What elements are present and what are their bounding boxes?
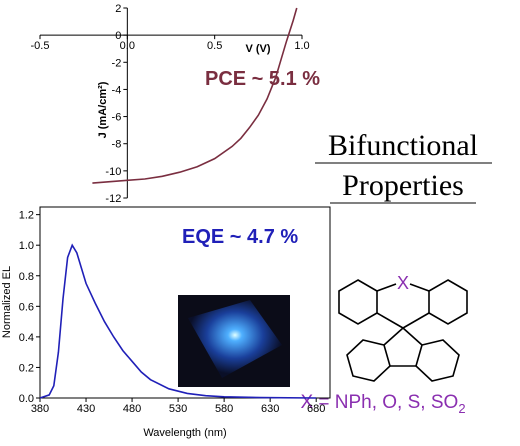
y-tick-label: 0.8 <box>19 271 34 283</box>
x-tick-label: 430 <box>77 403 95 415</box>
x-tick-label: -0.5 <box>31 40 50 52</box>
y-tick-label: 0.0 <box>19 393 34 405</box>
y-tick-label: -2 <box>112 57 122 69</box>
caption-subscript: 2 <box>458 401 465 416</box>
x-tick-label: 680 <box>307 403 325 415</box>
molecule: X X = NPh, O, S, SO2 <box>300 273 468 416</box>
plot-frame <box>39 206 331 399</box>
ring <box>338 279 378 325</box>
side-text-line: Bifunctional <box>328 129 478 162</box>
x-axis-label: Wavelength (nm) <box>143 427 226 439</box>
bond <box>383 327 404 346</box>
bond <box>376 283 397 292</box>
x-tick-label: 1.0 <box>294 40 309 52</box>
data-line <box>92 7 298 184</box>
data-line <box>39 243 317 399</box>
x-tick-label: 0.0 <box>120 40 135 52</box>
y-tick-label: -10 <box>105 166 121 178</box>
annotation: EQE ~ 4.7 % <box>182 226 298 248</box>
bond <box>409 283 430 292</box>
y-tick-label: 0.4 <box>19 332 34 344</box>
y-tick-label: -6 <box>112 112 122 124</box>
annotation: PCE ~ 5.1 % <box>205 68 320 90</box>
y-tick-label: -8 <box>112 139 122 151</box>
bond <box>402 327 423 346</box>
x-tick-label: 0.5 <box>207 40 222 52</box>
x-tick-label: 380 <box>31 403 49 415</box>
y-tick-label: 0 <box>115 30 121 42</box>
ring <box>346 339 391 382</box>
x-axis-label: V (V) <box>245 43 270 55</box>
structure-caption: X = NPh, O, S, SO2 <box>300 392 465 416</box>
chart: -0.5 0.0 0.5 1.0 -12 -10 -8 -6 -4 -2 0 2 V (V) J (mA/… <box>31 3 321 205</box>
inset-photo <box>178 295 290 387</box>
photo-device <box>188 300 282 378</box>
y-axis-label: Normalized EL <box>1 266 13 338</box>
y-tick-label: -12 <box>105 193 121 205</box>
y-tick-label: 2 <box>115 3 121 15</box>
atom-label: X <box>397 273 409 293</box>
y-tick-label: 0.2 <box>19 362 34 374</box>
x-tick-label: 530 <box>169 403 187 415</box>
x-tick-label: 630 <box>261 403 279 415</box>
bond <box>376 312 404 329</box>
y-tick-label: 1.0 <box>19 240 34 252</box>
ring <box>428 279 468 325</box>
y-axis-label: J (mA/cm²) <box>97 81 109 138</box>
bond <box>402 312 430 329</box>
y-tick-label: 0.6 <box>19 301 34 313</box>
side-text: Bifunctional Properties <box>315 129 492 204</box>
ring <box>415 339 460 382</box>
x-tick-label: 580 <box>215 403 233 415</box>
y-tick-label: -4 <box>112 84 122 96</box>
side-text-line: Properties <box>342 169 464 202</box>
chart: 380 430 480 530 580 630 680 0.0 0.2 0.4 0.6 0.8 1.0 1… <box>1 206 331 439</box>
x-tick-label: 480 <box>123 403 141 415</box>
y-tick-label: 1.2 <box>19 210 34 222</box>
caption-main: X = NPh, O, S, SO <box>300 392 458 413</box>
